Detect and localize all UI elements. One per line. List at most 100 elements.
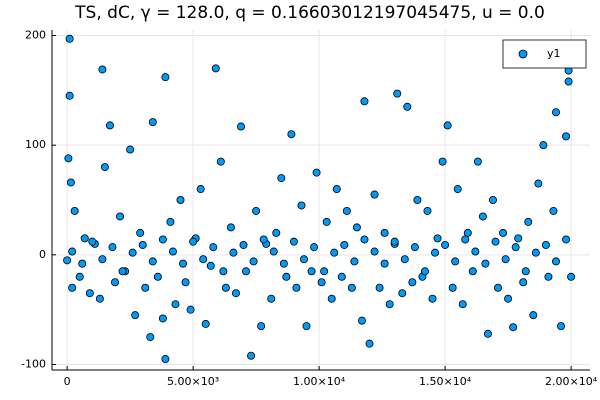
point	[549, 206, 558, 215]
point	[252, 206, 261, 215]
point	[65, 34, 74, 43]
point	[267, 294, 276, 303]
point	[63, 256, 72, 265]
point	[229, 248, 238, 257]
point	[380, 259, 389, 268]
point	[365, 339, 374, 348]
point	[70, 206, 79, 215]
point	[494, 283, 503, 292]
point	[511, 243, 520, 252]
point	[310, 243, 319, 252]
point	[239, 240, 248, 249]
x-tick-label: 1.50×10⁴	[419, 375, 472, 388]
point	[216, 157, 225, 166]
point	[148, 118, 157, 127]
point	[199, 255, 208, 264]
point	[110, 278, 119, 287]
point	[451, 257, 460, 266]
point	[98, 65, 107, 74]
point	[189, 237, 198, 246]
point	[350, 257, 359, 266]
point	[443, 121, 452, 130]
point	[504, 294, 513, 303]
y-tick-label: 100	[25, 138, 46, 151]
point	[420, 267, 429, 276]
point	[105, 121, 114, 130]
point	[289, 237, 298, 246]
point	[148, 257, 157, 266]
point	[408, 278, 417, 287]
y-tick-label: 0	[39, 248, 46, 261]
point	[249, 257, 258, 266]
point	[166, 217, 175, 226]
point	[551, 257, 560, 266]
point	[247, 351, 256, 360]
point	[136, 228, 145, 237]
point	[277, 174, 286, 183]
point	[473, 157, 482, 166]
point	[481, 259, 490, 268]
point	[201, 319, 210, 328]
point	[226, 223, 235, 232]
point	[95, 294, 104, 303]
point	[181, 278, 190, 287]
point	[370, 190, 379, 199]
point	[499, 228, 508, 237]
point	[380, 228, 389, 237]
point	[158, 314, 167, 323]
point	[360, 235, 369, 244]
point	[85, 289, 94, 298]
point	[428, 294, 437, 303]
point	[468, 267, 477, 276]
point	[413, 195, 422, 204]
point	[282, 272, 291, 281]
point	[80, 234, 89, 243]
point	[297, 201, 306, 210]
point	[524, 217, 533, 226]
point	[317, 278, 326, 287]
point	[385, 300, 394, 309]
point	[544, 272, 553, 281]
point	[375, 283, 384, 292]
point	[279, 259, 288, 268]
point	[519, 278, 528, 287]
point	[352, 223, 361, 232]
point	[567, 272, 576, 281]
point	[390, 237, 399, 246]
point	[138, 240, 147, 249]
point	[186, 305, 195, 314]
point	[529, 311, 538, 320]
point	[100, 163, 109, 172]
point	[196, 185, 205, 194]
point	[423, 206, 432, 215]
point	[562, 132, 571, 141]
point	[75, 272, 84, 281]
point	[433, 234, 442, 243]
point	[257, 322, 266, 331]
point	[287, 130, 296, 139]
legend-box	[502, 39, 587, 69]
point	[398, 289, 407, 298]
point	[118, 267, 127, 276]
point	[259, 235, 268, 244]
point	[68, 247, 77, 256]
point	[458, 300, 467, 309]
point	[211, 64, 220, 73]
point	[236, 122, 245, 131]
point	[108, 243, 117, 252]
point	[206, 261, 215, 270]
point	[483, 329, 492, 338]
point	[478, 212, 487, 221]
point	[219, 267, 228, 276]
x-tick-label: 2.00×10⁴	[545, 375, 598, 388]
point	[471, 247, 480, 256]
point	[64, 154, 73, 163]
point	[557, 322, 566, 331]
point	[370, 247, 379, 256]
y-tick-label: -100	[21, 358, 46, 371]
point	[330, 248, 339, 257]
point	[327, 294, 336, 303]
point	[438, 157, 447, 166]
point	[307, 267, 316, 276]
point	[453, 185, 462, 194]
